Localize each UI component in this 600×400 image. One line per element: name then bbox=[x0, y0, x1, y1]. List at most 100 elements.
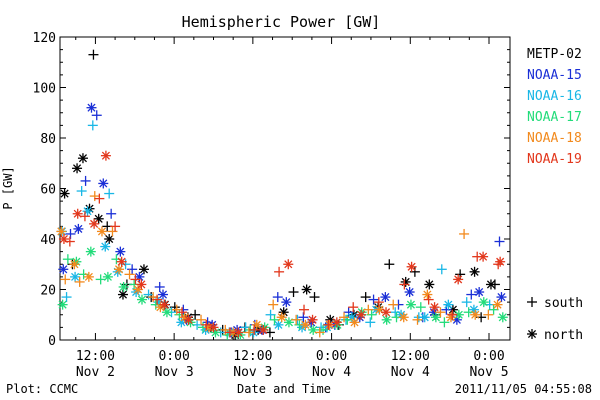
north-point bbox=[474, 287, 485, 298]
legend-symbol-label: north bbox=[544, 328, 583, 343]
south-point bbox=[399, 279, 410, 290]
north-point bbox=[157, 289, 168, 300]
legend-north-symbol bbox=[527, 329, 537, 339]
north-point bbox=[301, 284, 312, 295]
north-point bbox=[117, 289, 128, 300]
north-point bbox=[133, 284, 144, 295]
legend-entry: NOAA-17 bbox=[527, 110, 582, 125]
north-point bbox=[56, 226, 67, 237]
y-tick-label: 100 bbox=[33, 82, 56, 97]
north-point bbox=[331, 317, 342, 328]
legend-south-symbol bbox=[527, 297, 537, 307]
north-point bbox=[429, 302, 440, 313]
south-point bbox=[439, 317, 450, 328]
north-point bbox=[70, 271, 81, 282]
north-point bbox=[485, 279, 496, 290]
south-point bbox=[240, 322, 251, 333]
north-point bbox=[69, 259, 80, 270]
north-point bbox=[114, 264, 125, 275]
north-point bbox=[58, 264, 69, 275]
south-point bbox=[459, 228, 470, 239]
south-point bbox=[169, 302, 180, 313]
south-point bbox=[368, 294, 379, 305]
north-point bbox=[492, 299, 503, 310]
north-point bbox=[404, 287, 415, 298]
north-point bbox=[100, 150, 111, 161]
south-point bbox=[348, 302, 359, 313]
north-point bbox=[381, 307, 392, 318]
south-point bbox=[274, 266, 285, 277]
legend-symbol-label: south bbox=[544, 296, 583, 311]
x-tick-label-time: 12:00 bbox=[391, 349, 430, 364]
south-point bbox=[314, 327, 325, 338]
south-point bbox=[95, 274, 106, 285]
chart-title: Hemispheric Power [GW] bbox=[182, 13, 381, 31]
north-point bbox=[453, 274, 464, 285]
south-point bbox=[80, 175, 91, 186]
south-point bbox=[249, 324, 260, 335]
north-point bbox=[478, 251, 489, 262]
x-tick-label-time: 0:00 bbox=[158, 349, 189, 364]
south-point bbox=[110, 221, 121, 232]
north-point bbox=[445, 312, 456, 323]
north-point bbox=[136, 279, 147, 290]
north-point bbox=[276, 312, 287, 323]
south-point bbox=[177, 307, 188, 318]
north-point bbox=[307, 314, 318, 325]
south-point bbox=[88, 49, 99, 60]
south-point bbox=[107, 226, 118, 237]
north-point bbox=[73, 223, 84, 234]
south-point bbox=[79, 211, 90, 222]
north-point bbox=[57, 299, 68, 310]
north-point bbox=[496, 292, 507, 303]
south-point bbox=[268, 299, 279, 310]
south-point bbox=[130, 274, 141, 285]
north-point bbox=[443, 299, 454, 310]
south-point bbox=[91, 110, 102, 121]
south-point bbox=[150, 299, 161, 310]
south-point bbox=[265, 309, 276, 320]
north-point bbox=[85, 246, 96, 257]
north-point bbox=[115, 246, 126, 257]
north-point bbox=[102, 271, 113, 282]
south-point bbox=[483, 309, 494, 320]
north-point bbox=[82, 206, 93, 217]
x-tick-label-date: Nov 5 bbox=[469, 365, 508, 380]
north-point bbox=[118, 281, 129, 292]
south-point bbox=[74, 276, 85, 287]
south-point bbox=[269, 314, 280, 325]
south-point bbox=[62, 254, 73, 265]
north-point bbox=[258, 324, 269, 335]
south-point bbox=[127, 264, 138, 275]
south-point bbox=[190, 309, 201, 320]
south-point bbox=[61, 292, 72, 303]
south-point bbox=[60, 274, 71, 285]
south-point bbox=[436, 264, 447, 275]
legend-entry: METP-02 bbox=[527, 47, 582, 62]
south-point bbox=[309, 292, 320, 303]
south-point bbox=[415, 302, 426, 313]
north-point bbox=[273, 319, 284, 330]
south-point bbox=[412, 314, 423, 325]
south-point bbox=[196, 314, 207, 325]
south-point bbox=[291, 314, 302, 325]
footer-plot-credit: Plot: CCMC bbox=[6, 382, 78, 396]
north-point bbox=[98, 178, 109, 189]
x-tick-label-time: 0:00 bbox=[473, 349, 504, 364]
north-point bbox=[405, 299, 416, 310]
y-tick-label: 0 bbox=[48, 334, 56, 349]
south-point bbox=[89, 191, 100, 202]
south-point bbox=[339, 312, 350, 323]
north-point bbox=[406, 261, 417, 272]
y-axis-label: P [GW] bbox=[1, 166, 15, 209]
south-point bbox=[488, 304, 499, 315]
north-point bbox=[419, 312, 430, 323]
south-point bbox=[373, 297, 384, 308]
south-point bbox=[366, 309, 377, 320]
legend-entry: NOAA-18 bbox=[527, 131, 582, 146]
south-point bbox=[224, 327, 235, 338]
footer-timestamp: 2011/11/05 04:55:08 bbox=[455, 382, 592, 396]
south-point bbox=[363, 304, 374, 315]
